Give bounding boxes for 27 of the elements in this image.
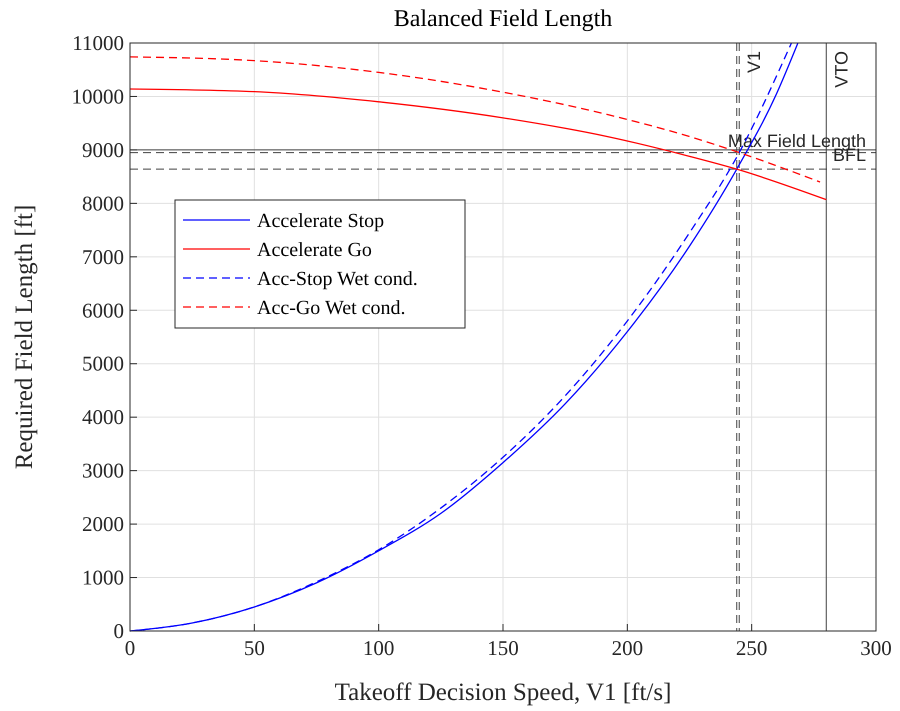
legend-label: Accelerate Stop (257, 210, 384, 232)
x-tick-label: 300 (860, 636, 892, 660)
y-tick-label: 4000 (82, 405, 124, 430)
y-axis-title: Required Field Length [ft] (11, 204, 38, 470)
y-tick-label: 11000 (72, 31, 124, 55)
y-tick-label: 0 (114, 619, 124, 643)
x-axis-title: Takeoff Decision Speed, V1 [ft/s] (334, 679, 672, 706)
ref-line-label: VTO (831, 51, 852, 88)
y-tick-label: 3000 (82, 458, 124, 483)
chart-title: Balanced Field Length (394, 6, 612, 32)
x-tick-label: 100 (362, 636, 394, 660)
y-tick-label: 1000 (82, 566, 124, 590)
y-tick-label: 8000 (82, 191, 124, 216)
y-tick-label: 10000 (72, 84, 124, 108)
legend-label: Accelerate Go (257, 239, 372, 261)
ref-line-label: V1 (744, 51, 764, 74)
x-tick-label: 250 (736, 636, 768, 660)
y-tick-label: 7000 (82, 244, 124, 269)
y-tick-label: 6000 (82, 298, 124, 322)
legend-label: Acc-Stop Wet cond. (257, 268, 418, 290)
y-tick-label: 5000 (82, 352, 124, 376)
x-tick-label: 150 (487, 636, 519, 660)
legend-label: Acc-Go Wet cond. (257, 297, 406, 319)
y-tick-label: 9000 (82, 138, 124, 162)
x-tick-label: 200 (612, 636, 644, 660)
y-tick-label: 2000 (82, 512, 124, 536)
x-tick-label: 50 (244, 636, 265, 660)
